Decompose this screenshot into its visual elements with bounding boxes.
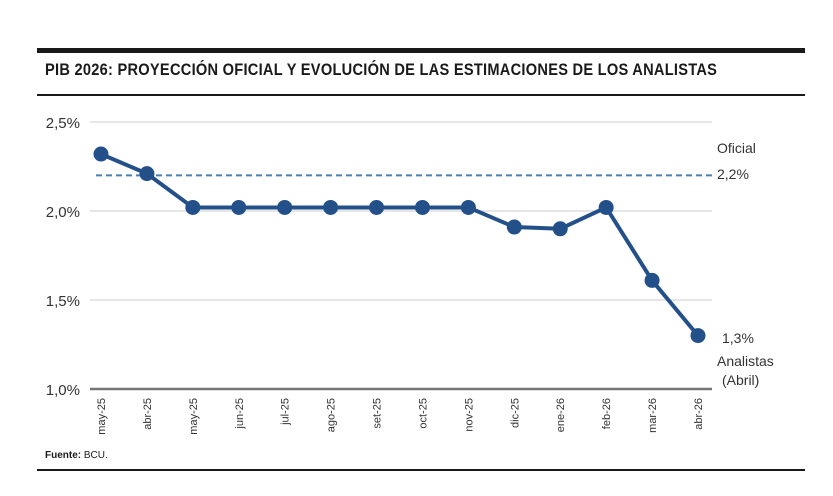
x-tick-label: nov-25 (463, 398, 475, 432)
last-value-label: 1,3% (722, 330, 754, 346)
data-point (460, 199, 476, 215)
series-label-sub: (Abril) (722, 372, 759, 388)
data-point (690, 328, 706, 344)
x-tick-label: ene-26 (555, 398, 567, 432)
y-tick-label: 2,0% (46, 204, 80, 221)
data-point (369, 199, 385, 215)
x-tick-label: set-25 (372, 398, 384, 429)
y-tick-label: 2,5% (46, 115, 80, 132)
y-tick-label: 1,5% (46, 293, 80, 310)
source-text: BCU. (83, 450, 108, 461)
reference-line-value: 2,2% (717, 166, 749, 182)
series-line-analistas (100, 152, 700, 337)
top-rule (37, 48, 805, 53)
x-tick-label: may-25 (188, 398, 200, 435)
data-point (552, 221, 568, 237)
x-tick-label: mar-26 (647, 398, 659, 433)
data-point (277, 199, 293, 215)
data-point (644, 272, 660, 288)
x-tick-label: jul-25 (280, 398, 292, 426)
y-tick-label: 1,0% (46, 382, 80, 399)
data-point (598, 199, 614, 215)
source-label: Fuente: (45, 450, 82, 461)
x-tick-label: oct-25 (417, 398, 429, 429)
data-point (185, 199, 201, 215)
source-note: Fuente: BCU. (45, 450, 108, 461)
x-tick-label: abr-26 (693, 398, 705, 430)
x-tick-label: may-25 (96, 398, 108, 435)
data-point (93, 146, 109, 162)
x-tick-label: dic-25 (509, 398, 521, 428)
x-tick-label: feb-26 (601, 398, 613, 429)
title-rule (37, 94, 805, 96)
data-point (506, 219, 522, 235)
x-tick-label: abr-25 (142, 398, 154, 430)
reference-line-name: Oficial (717, 140, 756, 156)
x-tick-label: jun-25 (234, 398, 246, 430)
data-point (414, 199, 430, 215)
series-label: Analistas (717, 353, 774, 369)
data-point (323, 199, 339, 215)
bottom-rule (37, 469, 805, 471)
data-point (139, 166, 155, 182)
chart-title: PIB 2026: PROYECCIÓN OFICIAL Y EVOLUCIÓN… (45, 60, 718, 79)
data-point (231, 199, 247, 215)
x-tick-label: ago-25 (326, 398, 338, 432)
